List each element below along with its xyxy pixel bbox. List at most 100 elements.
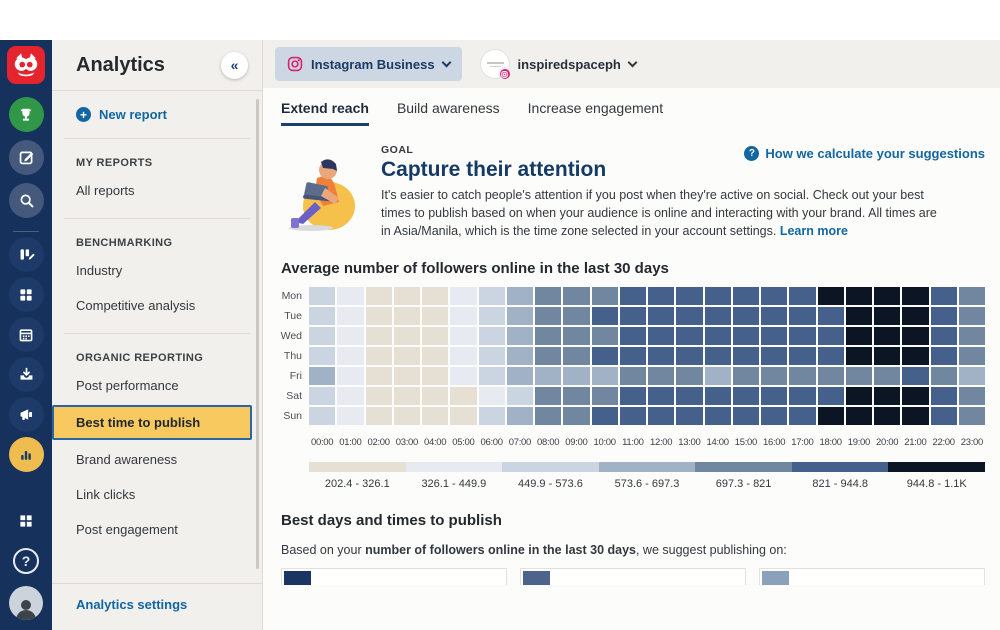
heatmap-cell[interactable]	[761, 307, 788, 326]
heatmap-cell[interactable]	[478, 327, 505, 346]
heatmap-cell[interactable]	[337, 367, 364, 386]
heatmap-cell[interactable]	[365, 367, 392, 386]
heatmap-cell[interactable]	[422, 407, 449, 426]
heatmap-cell[interactable]	[732, 327, 759, 346]
heatmap-cell[interactable]	[478, 287, 505, 306]
heatmap-cell[interactable]	[930, 327, 957, 346]
heatmap-cell[interactable]	[648, 367, 675, 386]
heatmap-cell[interactable]	[648, 287, 675, 306]
heatmap-cell[interactable]	[874, 367, 901, 386]
sidebar-item-brand-awareness[interactable]: Brand awareness	[76, 452, 178, 467]
heatmap-cell[interactable]	[845, 307, 872, 326]
heatmap-cell[interactable]	[958, 367, 985, 386]
heatmap-cell[interactable]	[676, 287, 703, 306]
heatmap-cell[interactable]	[365, 327, 392, 346]
heatmap-cell[interactable]	[591, 327, 618, 346]
sidebar-item-post-performance[interactable]: Post performance	[76, 378, 179, 393]
heatmap-cell[interactable]	[365, 287, 392, 306]
heatmap-cell[interactable]	[506, 387, 533, 406]
heatmap-cell[interactable]	[309, 327, 336, 346]
sidebar-item-link-clicks[interactable]: Link clicks	[76, 487, 136, 502]
heatmap-cell[interactable]	[761, 407, 788, 426]
heatmap-cell[interactable]	[337, 327, 364, 346]
heatmap-cell[interactable]	[591, 347, 618, 366]
heatmap-cell[interactable]	[478, 347, 505, 366]
heatmap-cell[interactable]	[393, 307, 420, 326]
tab-extend-reach[interactable]: Extend reach	[281, 100, 369, 126]
heatmap-cell[interactable]	[817, 307, 844, 326]
heatmap-cell[interactable]	[930, 287, 957, 306]
heatmap-cell[interactable]	[619, 287, 646, 306]
heatmap-cell[interactable]	[761, 287, 788, 306]
heatmap-cell[interactable]	[817, 387, 844, 406]
search-icon[interactable]	[8, 183, 44, 218]
heatmap-cell[interactable]	[450, 287, 477, 306]
analytics-bars-icon[interactable]	[8, 437, 44, 472]
heatmap-cell[interactable]	[648, 407, 675, 426]
heatmap-cell[interactable]	[506, 367, 533, 386]
sidebar-item-industry[interactable]: Industry	[76, 263, 123, 278]
heatmap-cell[interactable]	[591, 387, 618, 406]
heatmap-cell[interactable]	[535, 407, 562, 426]
heatmap-cell[interactable]	[309, 387, 336, 406]
heatmap-cell[interactable]	[422, 347, 449, 366]
heatmap-cell[interactable]	[732, 387, 759, 406]
heatmap-cell[interactable]	[393, 367, 420, 386]
heatmap-cell[interactable]	[563, 387, 590, 406]
heatmap-cell[interactable]	[789, 307, 816, 326]
heatmap-cell[interactable]	[761, 367, 788, 386]
heatmap-cell[interactable]	[958, 307, 985, 326]
heatmap-cell[interactable]	[958, 327, 985, 346]
dashboards-icon[interactable]	[8, 277, 44, 312]
heatmap-cell[interactable]	[365, 347, 392, 366]
heatmap-cell[interactable]	[845, 287, 872, 306]
heatmap-cell[interactable]	[817, 327, 844, 346]
heatmap-cell[interactable]	[478, 367, 505, 386]
heatmap-cell[interactable]	[591, 407, 618, 426]
heatmap-cell[interactable]	[393, 387, 420, 406]
heatmap-cell[interactable]	[563, 407, 590, 426]
heatmap-cell[interactable]	[704, 327, 731, 346]
heatmap-cell[interactable]	[676, 327, 703, 346]
inbox-icon[interactable]	[8, 357, 44, 392]
heatmap-cell[interactable]	[789, 387, 816, 406]
heatmap-cell[interactable]	[789, 347, 816, 366]
heatmap-cell[interactable]	[450, 327, 477, 346]
heatmap-cell[interactable]	[422, 327, 449, 346]
heatmap-cell[interactable]	[902, 367, 929, 386]
heatmap-cell[interactable]	[563, 287, 590, 306]
heatmap-cell[interactable]	[450, 407, 477, 426]
heatmap-cell[interactable]	[789, 407, 816, 426]
heatmap-cell[interactable]	[478, 307, 505, 326]
apps-grid-icon[interactable]	[9, 503, 44, 538]
heatmap-cell[interactable]	[930, 347, 957, 366]
heatmap-cell[interactable]	[704, 307, 731, 326]
heatmap-cell[interactable]	[450, 387, 477, 406]
heatmap-cell[interactable]	[422, 287, 449, 306]
heatmap-cell[interactable]	[704, 347, 731, 366]
heatmap-cell[interactable]	[958, 387, 985, 406]
new-report-button[interactable]: + New report	[52, 91, 262, 128]
heatmap-cell[interactable]	[337, 407, 364, 426]
heatmap-cell[interactable]	[732, 287, 759, 306]
heatmap-cell[interactable]	[450, 347, 477, 366]
network-selector[interactable]: Instagram Business	[275, 47, 462, 81]
suggestion-card[interactable]	[281, 568, 507, 586]
heatmap-cell[interactable]	[535, 347, 562, 366]
heatmap-cell[interactable]	[535, 367, 562, 386]
learn-more-link[interactable]: Learn more	[779, 224, 848, 239]
sidebar-item-all-reports[interactable]: All reports	[76, 183, 135, 198]
heatmap-cell[interactable]	[535, 287, 562, 306]
help-icon[interactable]: ?	[13, 548, 39, 574]
heatmap-cell[interactable]	[506, 287, 533, 306]
heatmap-cell[interactable]	[309, 367, 336, 386]
heatmap-cell[interactable]	[619, 347, 646, 366]
heatmap-cell[interactable]	[309, 407, 336, 426]
streams-icon[interactable]	[8, 237, 44, 272]
heatmap-cell[interactable]	[506, 307, 533, 326]
heatmap-cell[interactable]	[761, 387, 788, 406]
heatmap-cell[interactable]	[874, 307, 901, 326]
analytics-settings-link[interactable]: Analytics settings	[76, 597, 188, 612]
heatmap-cell[interactable]	[732, 367, 759, 386]
heatmap-cell[interactable]	[874, 327, 901, 346]
